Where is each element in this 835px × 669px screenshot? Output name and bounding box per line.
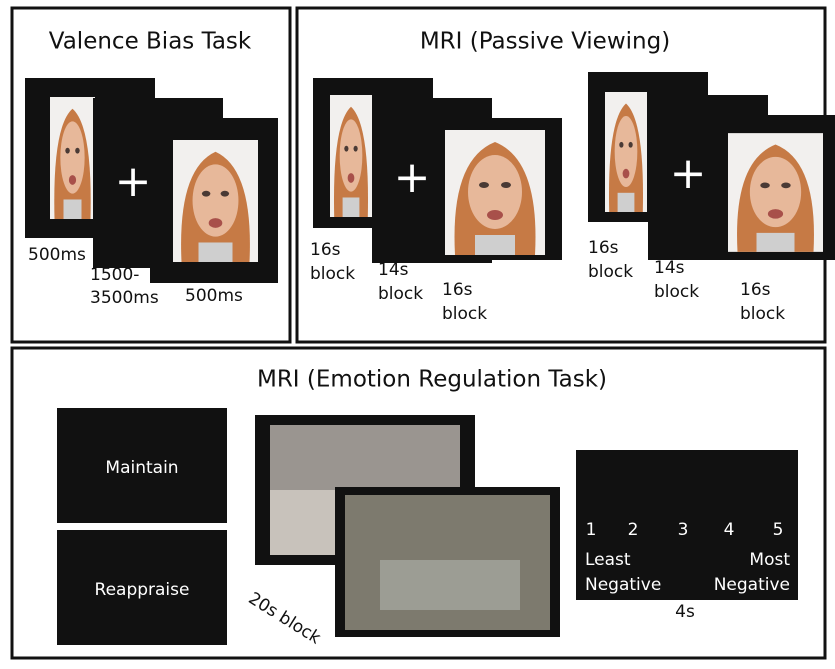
timing-label: 16s (310, 240, 341, 260)
timing-label: block (310, 264, 355, 284)
scale-anchor: Negative (585, 575, 661, 595)
passive-stimuli: + + (313, 72, 835, 263)
scale-anchor: Least (585, 550, 631, 570)
regulation-stimuli (57, 408, 798, 645)
scale-number: 5 (773, 520, 784, 540)
timing-label: 500ms (28, 245, 86, 265)
svg-text:+: + (670, 148, 707, 199)
scale-number: 4 (724, 520, 735, 540)
timing-label: 1500- (90, 265, 139, 285)
block-label: 20s block (245, 589, 324, 649)
timing-label: block (588, 262, 633, 282)
timing-label: 16s (588, 238, 619, 258)
timing-label: 500ms (185, 286, 243, 306)
panel-title: MRI (Emotion Regulation Task) (257, 367, 607, 393)
panel-title: MRI (Passive Viewing) (420, 29, 670, 55)
timing-label: 14s (654, 258, 685, 278)
valence-stimuli: + (25, 78, 278, 283)
scale-number: 3 (678, 520, 689, 540)
scale-anchor: Negative (714, 575, 790, 595)
timing-label: block (442, 304, 487, 324)
timing-label: block (740, 304, 785, 324)
scale-number: 2 (628, 520, 639, 540)
timing-label: block (378, 284, 423, 304)
svg-text:+: + (394, 152, 431, 203)
scale-number: 1 (586, 520, 597, 540)
svg-text:+: + (115, 156, 152, 207)
instruction: Reappraise (95, 580, 190, 600)
panel-title: Valence Bias Task (49, 29, 252, 55)
timing-label: 14s (378, 260, 409, 280)
timing-label: 16s (442, 280, 473, 300)
timing-label: block (654, 282, 699, 302)
timing-label: 16s (740, 280, 771, 300)
scale-anchor: Most (749, 550, 790, 570)
timing-label: 3500ms (90, 288, 159, 308)
instruction: Maintain (105, 458, 178, 478)
duration-label: 4s (675, 602, 695, 622)
